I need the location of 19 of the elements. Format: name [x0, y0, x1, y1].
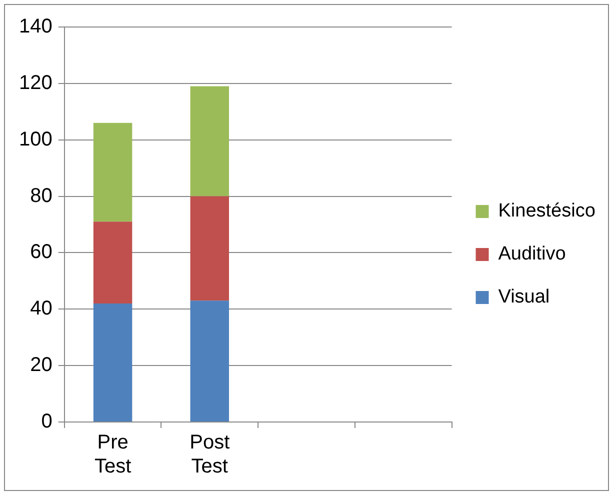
legend-label: Kinestésico — [498, 200, 596, 222]
y-tick-label: 80 — [30, 184, 52, 207]
y-tick-label: 100 — [18, 128, 52, 150]
legend-label: Visual — [498, 286, 550, 308]
x-tick-label: Pre Test — [94, 432, 132, 478]
y-tick-label: 120 — [18, 72, 52, 94]
y-tick-label: 140 — [18, 16, 52, 38]
legend-label: Auditivo — [498, 244, 566, 265]
bar — [93, 122, 132, 222]
y-tick-label: 20 — [30, 354, 52, 376]
y-tick-label: 0 — [41, 410, 52, 433]
bar — [93, 222, 132, 304]
bar — [190, 86, 230, 196]
y-tick-label: 40 — [30, 298, 52, 320]
bar — [190, 196, 230, 301]
x-tick-label: Post Test — [190, 432, 230, 478]
bar — [190, 300, 230, 422]
bar — [93, 304, 132, 422]
y-tick-label: 60 — [30, 241, 52, 264]
